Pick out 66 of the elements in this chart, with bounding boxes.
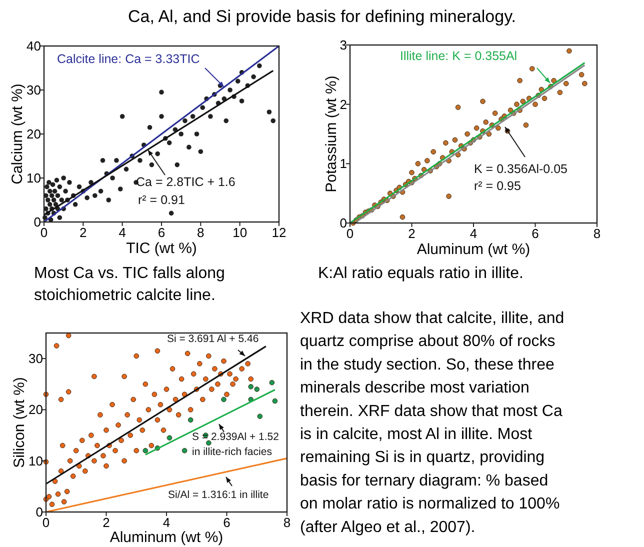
- y-axis-title: Silicon (wt %): [11, 377, 28, 468]
- x-tick-label: 4: [118, 225, 126, 240]
- y-tick-label: 30: [26, 82, 41, 98]
- annotation: Ca = 2.8TIC + 1.6: [136, 175, 236, 189]
- y-tick-label: 10: [26, 170, 41, 186]
- text: basis for ternary diagram: % based: [300, 472, 548, 490]
- point: [272, 398, 278, 404]
- x-tick-label: 6: [532, 226, 539, 241]
- x-tick-label: 6: [158, 225, 166, 240]
- x-tick-label: 2: [408, 226, 416, 241]
- text: minerals describe most variation: [300, 380, 530, 397]
- y-axis-title: Calcium (wt %): [9, 84, 26, 184]
- y-tick-label: 20: [26, 126, 41, 142]
- annotation: r² = 0.91: [138, 193, 185, 207]
- point: [257, 414, 263, 420]
- y-tick-label: 3: [340, 38, 347, 52]
- text: quartz comprise about 80% of rocks: [300, 333, 556, 350]
- point: [248, 384, 254, 390]
- annotation: r² = 0.95: [474, 179, 521, 193]
- y-tick-label: 0: [340, 216, 347, 230]
- x-tick-label: 4: [470, 226, 478, 241]
- annotation: in illite-rich facies: [192, 446, 272, 458]
- annotation: K = 0.356Al-0.05: [474, 162, 568, 176]
- text: K:Al ratio equals ratio in illite.: [318, 265, 524, 282]
- y-tick-label: 2: [340, 96, 347, 112]
- text: Ca, Al, and Si provide basis for defining mineralogy.: [128, 7, 516, 26]
- text: XRD data show that calcite, illite, and: [300, 310, 564, 327]
- y-tick-label: 0: [36, 504, 43, 520]
- x-axis-title: Aluminum (wt %): [110, 529, 224, 546]
- annotation: Calcite line: Ca = 3.33TIC: [57, 52, 200, 66]
- annotation: Si/Al = 1.316:1 in illite: [168, 489, 269, 501]
- x-tick-label: 2: [80, 225, 87, 240]
- point: [269, 380, 275, 386]
- y-tick-label: 40: [26, 38, 41, 54]
- text: therein. XRF data show that most Ca: [300, 402, 562, 420]
- x-tick-label: 8: [593, 226, 601, 241]
- y-tick-label: 1: [340, 156, 347, 172]
- x-tick-label: 8: [283, 515, 291, 530]
- point: [206, 440, 212, 446]
- x-tick-label: 6: [223, 515, 230, 530]
- text: is in calcite, most Al in illite. Most: [300, 426, 533, 443]
- point: [166, 435, 172, 440]
- annotation: Illite line: K = 0.355Al: [400, 49, 518, 63]
- annotation: Si = 3.691 Al + 5.46: [167, 333, 259, 345]
- y-tick-label: 10: [28, 453, 43, 468]
- y-axis-title: Potassium (wt %): [323, 76, 340, 192]
- x-tick-label: 4: [162, 515, 170, 530]
- point: [221, 396, 226, 402]
- x-axis-title: Aluminum (wt %): [416, 241, 530, 258]
- x-tick-label: 2: [102, 515, 110, 530]
- point: [142, 448, 148, 454]
- x-tick-label: 10: [232, 225, 248, 240]
- text: in the study section. So, these three: [300, 356, 554, 374]
- y-tick-label: 30: [28, 351, 43, 366]
- x-tick-label: 8: [197, 225, 204, 240]
- text: Most Ca vs. TIC falls along stoichiometric calcite line.: [34, 265, 225, 304]
- y-tick-label: 20: [28, 402, 43, 418]
- x-tick-label: 12: [272, 225, 286, 240]
- text: (after Algeo et al., 2007).: [300, 518, 476, 536]
- text: remaining Si is in quartz, providing: [300, 449, 545, 466]
- point: [182, 448, 188, 454]
- point: [254, 386, 260, 392]
- text: on molar ratio is normalized to 100%: [300, 496, 560, 513]
- x-axis-title: TIC (wt %): [126, 240, 197, 257]
- y-tick-label: 0: [34, 214, 41, 230]
- point: [188, 417, 194, 423]
